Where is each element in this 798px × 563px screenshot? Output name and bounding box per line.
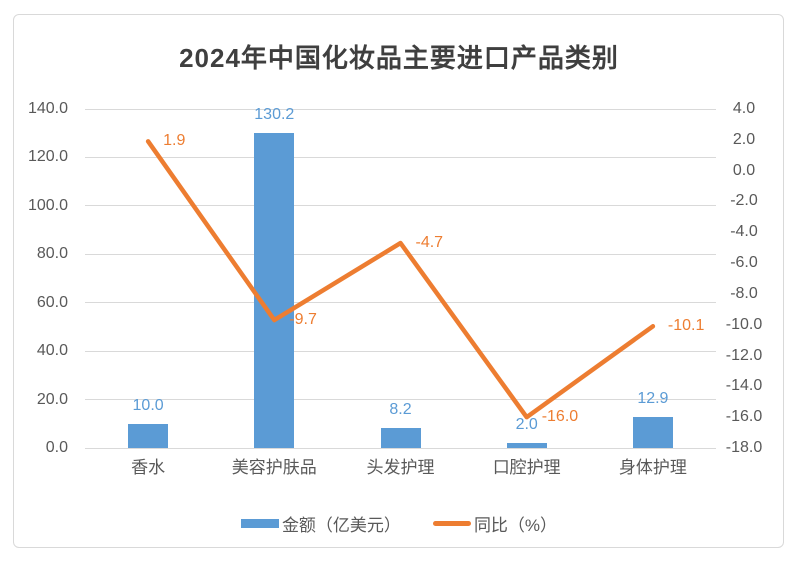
chart-frame [13, 14, 784, 548]
bar-value-label: 12.9 [637, 389, 669, 407]
y-axis-left-tick: 20.0 [36, 390, 68, 408]
bar-value-label: 2.0 [515, 416, 538, 434]
y-axis-right-tick: -18.0 [725, 439, 763, 456]
bar-value-label: 10.0 [132, 396, 164, 414]
x-axis-category-label: 身体护理 [618, 458, 687, 477]
legend-item: 同比（%） [432, 511, 558, 536]
gridline [85, 156, 716, 158]
bar [632, 416, 673, 448]
legend: 金额（亿美元） 同比（%） [0, 511, 798, 536]
y-axis-left-tick: 80.0 [36, 245, 68, 263]
y-axis-left-tick: 0.0 [45, 439, 68, 456]
gridline [85, 399, 716, 401]
x-axis-category-label: 头发护理 [366, 458, 435, 477]
legend-bar-swatch-icon [240, 519, 279, 528]
y-axis-right-tick: -14.0 [725, 377, 763, 395]
y-axis-left-tick: 140.0 [27, 100, 68, 117]
x-axis-category-label: 香水 [131, 458, 166, 477]
line-point-label: -16.0 [541, 408, 579, 426]
bar [380, 428, 421, 448]
gridline [85, 253, 716, 255]
y-axis-left-tick: 60.0 [36, 293, 68, 311]
gridline [85, 108, 716, 110]
chart-title: 2024年中国化妆品主要进口产品类别 [179, 43, 619, 73]
y-axis-right-tick: -6.0 [730, 254, 758, 272]
line-point-label: -9.7 [289, 311, 317, 329]
y-axis-right-tick: -4.0 [730, 223, 758, 241]
bar-value-label: 8.2 [389, 401, 412, 419]
gridline [85, 447, 716, 449]
legend-label: 金额（亿美元） [281, 516, 401, 535]
yoy-trend-line [145, 139, 656, 420]
line-point-label: -4.7 [415, 234, 444, 252]
y-axis-right-tick: -2.0 [730, 192, 758, 210]
y-axis-left-tick: 120.0 [27, 148, 68, 166]
bar [254, 132, 295, 448]
y-axis-right-tick: -12.0 [725, 346, 763, 364]
legend-label: 同比（%） [473, 516, 558, 535]
x-axis-category-label: 口腔护理 [492, 458, 561, 477]
y-axis-left-tick: 40.0 [36, 342, 68, 360]
x-axis-category-label: 美容护肤品 [231, 458, 317, 477]
line-point-label: -10.1 [667, 317, 705, 335]
bar [506, 443, 547, 448]
y-axis-right-tick: 0.0 [732, 161, 756, 179]
legend-line-swatch-icon [432, 521, 471, 526]
legend-item: 金额（亿美元） [240, 511, 401, 536]
bar [128, 423, 169, 448]
gridline [85, 205, 716, 207]
y-axis-left-tick: 100.0 [27, 196, 68, 214]
y-axis-right-tick: -16.0 [725, 408, 763, 426]
y-axis-right-tick: 2.0 [732, 130, 756, 148]
gridline [85, 350, 716, 352]
bar-value-label: 130.2 [254, 105, 295, 123]
gridline [85, 302, 716, 304]
y-axis-right-tick: -10.0 [725, 315, 763, 333]
line-point-label: 1.9 [163, 132, 186, 150]
y-axis-right-tick: -8.0 [730, 284, 758, 302]
y-axis-right-tick: 4.0 [732, 100, 756, 117]
